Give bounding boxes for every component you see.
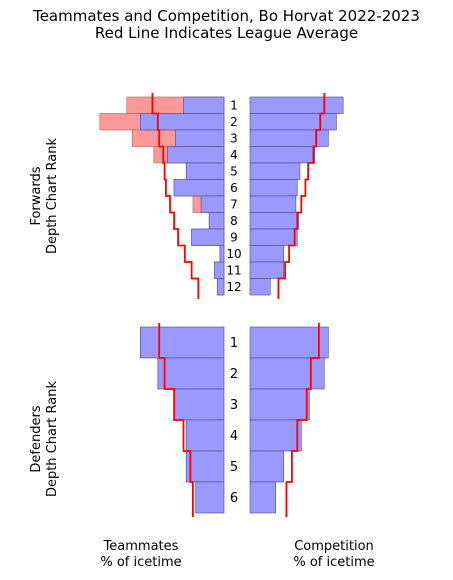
forwards-teammates-bar xyxy=(183,96,225,114)
forwards-label-line-1: Forwards xyxy=(29,166,44,226)
defenders-competition-bar xyxy=(249,419,302,452)
forwards-competition-average-line xyxy=(277,93,326,299)
title-line-2: Red Line Indicates League Average xyxy=(94,24,359,42)
teammates-label-line-1: Teammates xyxy=(103,539,179,554)
forwards-rank-label: 1 xyxy=(230,99,238,113)
competition-label-line-2: % of icetime xyxy=(293,555,375,570)
defenders-teammates-bar xyxy=(195,481,225,514)
defenders-label-line-2: Depth Chart Rank xyxy=(45,380,60,498)
forwards-teammates-bar xyxy=(167,146,225,164)
defenders-competition-bar xyxy=(249,388,310,421)
forwards-teammates-bar xyxy=(175,129,225,147)
competition-label-line-1: Competition xyxy=(294,539,374,554)
defenders-teammates-bar xyxy=(185,419,225,452)
defenders-teammates-bar xyxy=(185,450,225,483)
defenders-rank-label: 4 xyxy=(230,429,238,444)
forwards-competition-bar xyxy=(249,245,285,263)
forwards-rank-label: 8 xyxy=(230,214,238,228)
forwards-competition-bar xyxy=(249,113,337,131)
forwards-competition-bar xyxy=(249,146,316,164)
defenders-teammates-bar xyxy=(173,388,225,421)
competition-axis-label: Competition % of icetime xyxy=(264,539,404,571)
forwards-competition-bar xyxy=(249,179,298,197)
defenders-axis-label: Defenders Depth Chart Rank xyxy=(29,369,61,509)
defenders-rank-label: 6 xyxy=(230,491,238,506)
defenders-rank-label: 5 xyxy=(230,460,238,475)
defenders-label-line-1: Defenders xyxy=(29,405,44,473)
forwards-teammates-bar xyxy=(173,179,225,197)
defenders-competition-bar xyxy=(249,326,329,359)
defenders-competition-bar xyxy=(249,357,325,390)
forwards-axis-label: Forwards Depth Chart Rank xyxy=(29,126,61,266)
forwards-competition-bar xyxy=(249,261,285,279)
forwards-competition-bar xyxy=(249,278,271,296)
forwards-rank-label: 5 xyxy=(230,165,238,179)
forwards-teammates-bar xyxy=(214,261,225,279)
forwards-rank-label: 12 xyxy=(226,280,241,294)
forwards-teammates-bar xyxy=(216,278,225,296)
title-line-1: Teammates and Competition, Bo Horvat 202… xyxy=(33,7,420,25)
teammates-label-line-2: % of icetime xyxy=(100,555,182,570)
chart-title: Teammates and Competition, Bo Horvat 202… xyxy=(0,8,453,42)
defenders-rank-label: 1 xyxy=(230,336,238,351)
forwards-teammates-bar xyxy=(185,162,225,180)
defenders-teammates-bar xyxy=(157,357,225,390)
defenders-competition-bar xyxy=(249,481,276,514)
forwards-teammates-bar xyxy=(200,195,225,213)
teammates-axis-label: Teammates % of icetime xyxy=(71,539,211,571)
forwards-teammates-bar xyxy=(140,113,225,131)
forwards-rank-label: 11 xyxy=(226,264,241,278)
forwards-rank-label: 2 xyxy=(230,115,238,129)
forwards-rank-label: 3 xyxy=(230,132,238,146)
defenders-teammates-bar xyxy=(140,326,225,359)
forwards-rank-label: 4 xyxy=(230,148,238,162)
forwards-competition-bar xyxy=(249,162,301,180)
defenders-competition-average-line xyxy=(285,323,320,517)
forwards-competition-bar xyxy=(249,212,299,230)
defenders-rank-label: 2 xyxy=(230,367,238,382)
defenders-rank-label: 3 xyxy=(230,398,238,413)
forwards-rank-label: 6 xyxy=(230,181,238,195)
forwards-teammates-bar xyxy=(191,228,225,246)
forwards-competition-bar xyxy=(249,228,298,246)
forwards-competition-bar xyxy=(249,195,297,213)
forwards-rank-label: 9 xyxy=(230,231,238,245)
forwards-label-line-2: Depth Chart Rank xyxy=(45,137,60,255)
forwards-rank-label: 10 xyxy=(226,247,241,261)
forwards-teammates-bar xyxy=(219,245,225,263)
defenders-teammates-average-line xyxy=(158,323,194,517)
forwards-teammates-average-line xyxy=(151,93,200,299)
forwards-rank-label: 7 xyxy=(230,198,238,212)
forwards-competition-bar xyxy=(249,96,344,114)
forwards-teammates-bar xyxy=(208,212,225,230)
defenders-competition-bar xyxy=(249,450,285,483)
